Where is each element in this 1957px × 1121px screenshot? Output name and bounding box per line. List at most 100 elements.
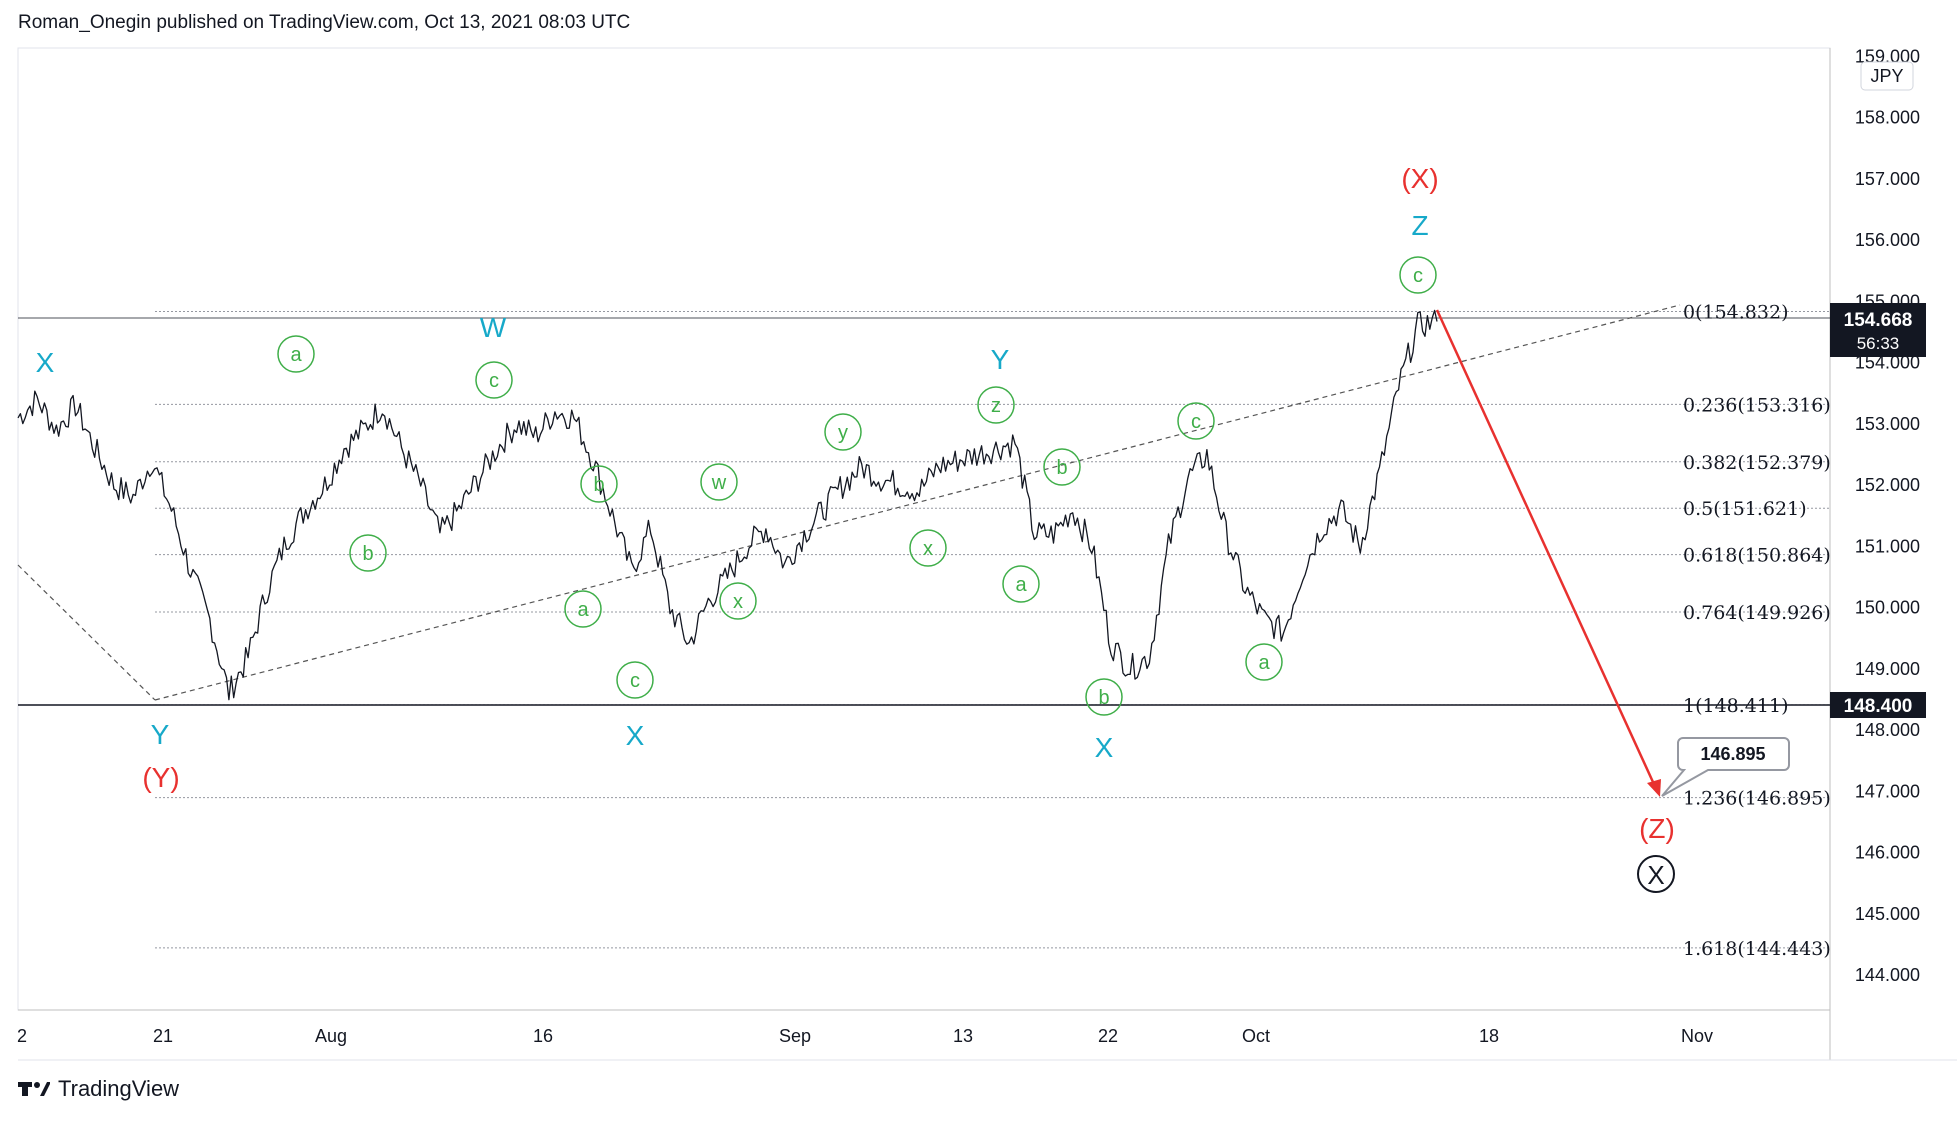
wave-marker-circle — [700, 463, 738, 501]
fib-label-1-618: 1.618(144.443) — [1683, 938, 1831, 960]
date-tick-label: 16 — [533, 1026, 553, 1046]
wave-labels: X W Y Z Y X X (X) (Y) (Z) a b c b a c w x y z x b a c a b c — [36, 163, 1675, 844]
tradingview-logo-icon — [18, 1082, 50, 1096]
wave-label-red: (X) — [1401, 163, 1438, 194]
wave-label-green: a — [290, 344, 302, 366]
wave-label-cyan: Y — [151, 719, 170, 750]
price-tick-label: 150.000 — [1855, 598, 1920, 618]
wave-marker-circle — [349, 534, 387, 572]
price-line[interactable] — [17, 309, 1438, 701]
date-tick-label: 13 — [953, 1026, 973, 1046]
price-axis: 144.000 145.000 146.000 147.000 148.000 149.0… — [1855, 46, 1920, 985]
chart-frame — [17, 47, 1831, 1011]
wave-label-green: a — [1015, 574, 1027, 596]
wave-marker-circle — [475, 361, 513, 399]
wave-marker-circle — [564, 590, 602, 628]
wave-label-red: (Z) — [1639, 813, 1675, 844]
wave-label-green: b — [1098, 687, 1109, 709]
price-tick-label: 152.000 — [1855, 475, 1920, 495]
price-tick-label: 147.000 — [1855, 781, 1920, 801]
wave-marker-circle — [277, 335, 315, 373]
wave-marker-circle — [909, 529, 947, 567]
fib-label-0-5: 0.5(151.621) — [1683, 498, 1807, 520]
wave-label-cyan: X — [626, 720, 645, 751]
fib-label-1: 1(148.411) — [1683, 695, 1788, 717]
bar-countdown: 56:33 — [1857, 334, 1900, 353]
level-price-value: 148.400 — [1844, 696, 1913, 717]
wave-label-green: x — [733, 591, 743, 613]
projection-arrow[interactable] — [1435, 309, 1660, 794]
date-tick-label: 22 — [1098, 1026, 1118, 1046]
price-tick-label: 157.000 — [1855, 169, 1920, 189]
wave-label-green: c — [1191, 411, 1201, 433]
last-price-tag — [1830, 303, 1926, 357]
fib-label-0-764: 0.764(149.926) — [1683, 602, 1831, 624]
wave-label-green: w — [711, 472, 727, 494]
price-tick-label: 156.000 — [1855, 230, 1920, 250]
target-callout-label: 146.895 — [1700, 744, 1765, 764]
wave-label-green: c — [630, 670, 640, 692]
wave-marker-circle — [616, 661, 654, 699]
wave-label-green: z — [991, 395, 1001, 417]
wave-label-green: y — [838, 422, 848, 444]
wave-label-green: x — [923, 538, 933, 560]
wave-label-green: b — [1056, 457, 1067, 479]
fib-labels: 0(154.832) 0.236(153.316) 0.382(152.379) 0.… — [1683, 302, 1831, 960]
fib-label-0: 0(154.832) — [1683, 302, 1788, 324]
date-tick-label: Aug — [315, 1026, 347, 1046]
wave-label-green: a — [577, 599, 589, 621]
trend-line-left[interactable] — [17, 564, 156, 701]
wave-marker-circle — [1399, 256, 1437, 294]
circled-x-label: X — [1647, 860, 1664, 890]
tradingview-brand[interactable]: TradingView — [58, 1076, 180, 1101]
wave-label-green: b — [593, 474, 604, 496]
price-tick-label: 144.000 — [1855, 965, 1920, 985]
footer: TradingView — [18, 1076, 179, 1102]
price-tick-label: 146.000 — [1855, 843, 1920, 863]
price-tick-label: 145.000 — [1855, 904, 1920, 924]
publisher-header: Roman_Onegin published on TradingView.co… — [18, 12, 631, 33]
price-tick-label: 153.000 — [1855, 414, 1920, 434]
trend-line[interactable] — [154, 304, 1681, 701]
date-tick-label: 2 — [17, 1026, 27, 1046]
wave-marker-circle — [1085, 678, 1123, 716]
currency-badge[interactable] — [1860, 61, 1914, 91]
price-series — [17, 309, 1438, 701]
date-tick-label: Nov — [1681, 1026, 1713, 1046]
wave-marker-circle — [1177, 402, 1215, 440]
wave-marker-circle — [580, 465, 618, 503]
wave-marker-circle — [1043, 448, 1081, 486]
price-tick-label: 149.000 — [1855, 659, 1920, 679]
date-tick-label: Sep — [779, 1026, 811, 1046]
wave-marker-circle — [1002, 565, 1040, 603]
date-tick-label: 18 — [1479, 1026, 1499, 1046]
wave-label-green: c — [489, 370, 499, 392]
price-tick-label: 151.000 — [1855, 536, 1920, 556]
wave-label-cyan: X — [36, 347, 55, 378]
wave-label-green: b — [362, 543, 373, 565]
projection-arrow-head — [1647, 779, 1661, 797]
fib-label-1-236: 1.236(146.895) — [1683, 788, 1831, 810]
circled-x-marker — [1637, 855, 1675, 893]
time-axis: 2 21 Aug 16 Sep 13 22 Oct 18 Nov — [17, 1026, 1713, 1046]
wave-label-cyan: X — [1095, 732, 1114, 763]
last-price-value: 154.668 — [1844, 310, 1913, 331]
wave-label-cyan: Z — [1411, 210, 1428, 241]
price-tick-label: 159.000 — [1855, 46, 1920, 66]
currency-label: JPY — [1870, 66, 1903, 86]
level-price-tag — [1830, 692, 1926, 718]
wave-label-green: c — [1413, 265, 1423, 287]
wave-label-cyan: Y — [991, 344, 1010, 375]
fib-label-0-236: 0.236(153.316) — [1683, 394, 1831, 416]
wave-marker-circle — [1245, 643, 1283, 681]
fib-label-0-618: 0.618(150.864) — [1683, 545, 1831, 567]
wave-label-red: (Y) — [142, 762, 179, 793]
date-tick-label: Oct — [1242, 1026, 1270, 1046]
wave-marker-circle — [977, 386, 1015, 424]
wave-marker-circle — [719, 582, 757, 620]
target-callout[interactable]: 146.895 — [1661, 737, 1790, 797]
wave-label-green: a — [1258, 652, 1270, 674]
wave-marker-circle — [824, 413, 862, 451]
fib-levels — [18, 311, 1830, 949]
